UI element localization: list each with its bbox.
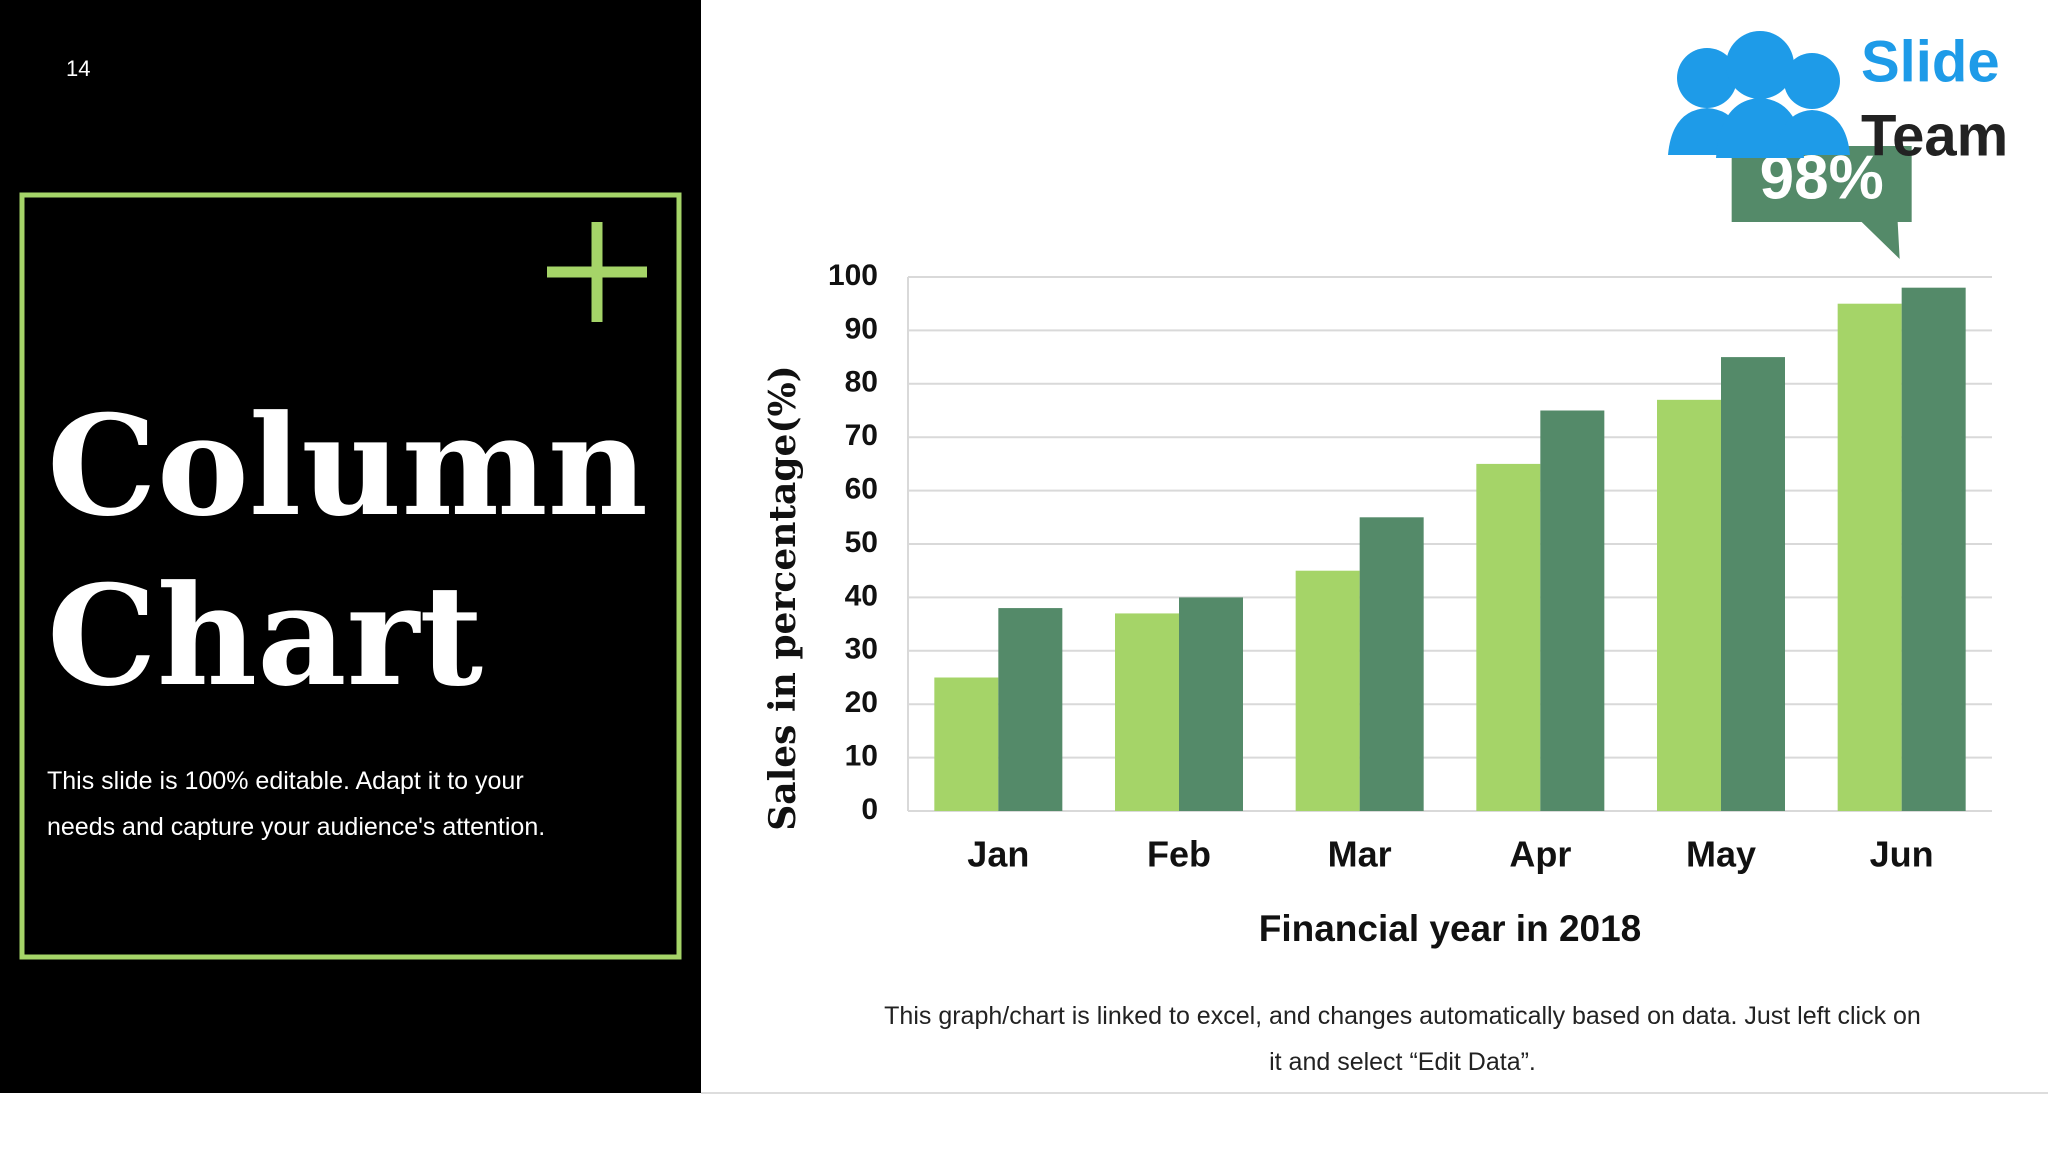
x-tick-label: May	[1686, 834, 1756, 875]
bar	[1179, 597, 1243, 811]
logo: Slide Team	[1668, 29, 2008, 168]
logo-icon	[1776, 110, 1850, 155]
y-tick-label: 60	[845, 473, 878, 506]
logo-icon	[1677, 48, 1737, 108]
y-tick-label: 40	[845, 579, 878, 612]
x-axis-label: Financial year in 2018	[1259, 908, 1642, 949]
bar	[1657, 399, 1721, 811]
bar	[1476, 463, 1541, 811]
x-tick-label: Apr	[1509, 834, 1571, 875]
chart: 0 10 20 30 40 50 60 70 80 90 100 Sales in percentag…	[762, 259, 1992, 949]
bar	[1295, 570, 1360, 811]
bar	[1837, 303, 1902, 811]
callout	[1731, 146, 1912, 259]
y-tick-label: 30	[845, 633, 878, 666]
bar	[1721, 357, 1785, 811]
x-tick-label: Jan	[967, 834, 1029, 875]
slide-number: 14	[66, 56, 90, 81]
logo-text: Team	[1861, 103, 2008, 168]
bar	[1901, 287, 1966, 811]
y-tick-label: 100	[828, 259, 878, 292]
y-tick-label: 50	[845, 526, 878, 559]
left-panel	[0, 0, 701, 1093]
frame	[19, 192, 682, 960]
y-tick-label: 90	[845, 312, 878, 345]
bar	[1115, 613, 1179, 811]
x-tick-label: Jun	[1870, 834, 1934, 875]
logo-text: Slide	[1861, 29, 2000, 94]
heading: Column	[47, 384, 648, 547]
logo-icon	[1726, 31, 1794, 99]
y-tick-label: 70	[845, 419, 878, 452]
description: This slide is 100% editable. Adapt it to…	[47, 767, 546, 841]
y-tick-label: 0	[861, 793, 878, 826]
heading: Chart	[47, 554, 483, 717]
bar	[934, 677, 999, 811]
bar	[1540, 410, 1605, 811]
x-tick-label: Feb	[1147, 834, 1211, 875]
y-tick-label: 20	[845, 686, 878, 719]
bar	[1359, 517, 1424, 811]
logo-icon	[1784, 53, 1840, 109]
y-tick-label: 80	[845, 366, 878, 399]
bar	[998, 608, 1063, 811]
note: This graph/chart is linked to excel, and…	[884, 1002, 1921, 1076]
y-axis-label: Sales in percentage(%)	[762, 365, 804, 830]
x-tick-label: Mar	[1328, 834, 1392, 875]
y-tick-label: 10	[845, 740, 878, 773]
